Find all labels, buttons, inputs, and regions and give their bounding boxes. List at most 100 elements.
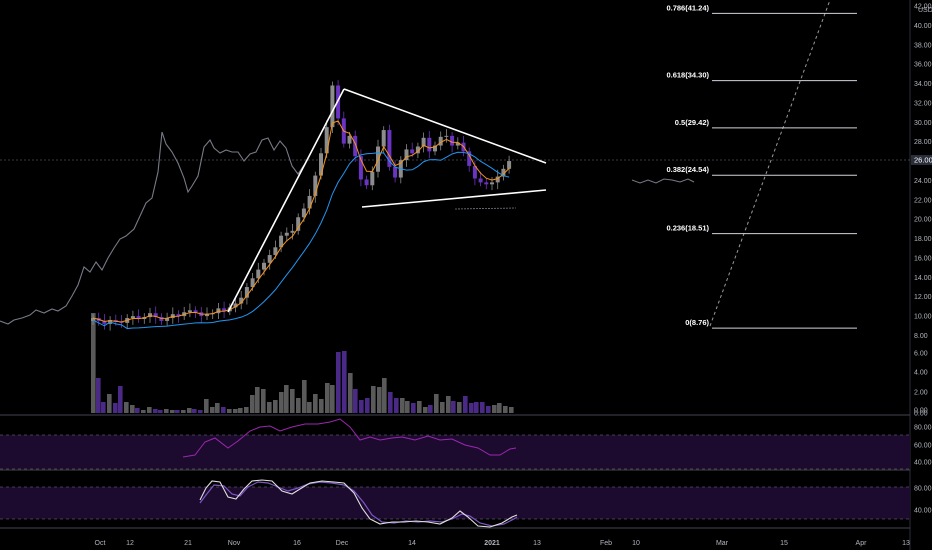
candle-body (284, 232, 289, 236)
fib-trend-dashed (709, 0, 831, 327)
volume-bar (457, 402, 462, 413)
volume-bar (330, 385, 335, 413)
volume-bar (198, 410, 203, 413)
volume-bar (434, 394, 439, 413)
time-tick-label: 10 (632, 540, 640, 547)
volume-bar (124, 402, 129, 413)
currency-label: USD (918, 7, 932, 14)
candle-body (501, 168, 506, 177)
candle-body (438, 136, 443, 146)
volume-bar (164, 409, 169, 413)
candle-body (490, 182, 494, 185)
rsi-line (182, 418, 517, 458)
candle-body (347, 135, 352, 144)
volume-bar (319, 399, 324, 413)
candle-body (313, 175, 318, 196)
comparison-series (0, 131, 305, 325)
stoch-d-line (199, 481, 518, 527)
time-tick-label: 16 (293, 540, 301, 547)
ma-short (92, 120, 510, 323)
candle-body (205, 314, 209, 317)
volume-bar (423, 407, 428, 413)
volume-bar (170, 410, 175, 413)
candle-body (91, 318, 95, 321)
volume-bar (118, 386, 123, 413)
time-tick-label: Mar (716, 540, 729, 547)
price-tick-label: 12.00 (914, 294, 932, 301)
stoch-tick-label: 40.00 (914, 508, 932, 515)
candle-body (256, 269, 261, 279)
price-tick-label: 32.00 (914, 100, 932, 107)
volume-bar (158, 410, 163, 413)
candle-body (370, 171, 375, 186)
stoch-band (0, 487, 910, 519)
candle-body (455, 142, 460, 146)
candle-body (159, 317, 164, 321)
volume-bar (388, 392, 393, 413)
time-axis[interactable]: Oct 12 21 Nov 16 Dec 14 2021 13 Feb 10 Mar 15 Apr 13 (95, 540, 910, 547)
candle-body (273, 247, 278, 256)
volume-bar (411, 403, 416, 413)
rsi-tick-label: 40.00 (914, 460, 932, 467)
candle-body (296, 217, 301, 231)
candle-body (301, 208, 306, 218)
candle-body (239, 297, 244, 304)
candle-body (176, 314, 181, 317)
candlesticks (91, 80, 512, 331)
volume-bar (302, 380, 307, 413)
candle-body (507, 161, 512, 169)
current-price-badge (911, 155, 932, 165)
volume-bar (497, 403, 502, 413)
volume-bar (255, 387, 260, 413)
candle-body (187, 310, 192, 313)
volume-bar (290, 389, 295, 413)
candle-body (495, 176, 500, 183)
price-tick-label: 40.00 (914, 23, 932, 30)
time-tick-label: Feb (600, 540, 612, 547)
volume-bar (221, 407, 226, 413)
price-tick-label: 30.00 (914, 120, 932, 127)
rsi-tick-label: 80.00 (914, 425, 932, 432)
fibonacci-retracement[interactable]: 0.786(41.24) 0.618(34.30) 0.5(29.42) 0.382(… (666, 3, 857, 329)
candle-body (415, 146, 420, 154)
price-tick-label: 34.00 (914, 81, 932, 88)
volume-tick-label: 6.00 (914, 351, 928, 358)
volume-bar (428, 405, 433, 413)
time-tick-label: 13 (902, 540, 910, 547)
candle-body (148, 313, 152, 318)
time-tick-label: 21 (184, 540, 192, 547)
candle-body (324, 127, 329, 154)
volume-bar (244, 407, 249, 413)
triangle-upper (343, 88, 547, 164)
candle-body (267, 255, 272, 263)
candle-body (387, 130, 392, 167)
volume-bar (296, 398, 301, 413)
price-tick-label: 28.00 (914, 139, 932, 146)
indicator-panels (0, 434, 910, 520)
time-tick-label: Oct (95, 540, 106, 547)
candle-body (353, 135, 358, 157)
volume-bar (325, 383, 330, 413)
volume-bar (313, 394, 318, 413)
rsi-tick-label: 60.00 (914, 443, 932, 450)
price-tick-label: 36.00 (914, 62, 932, 69)
candle-body (330, 85, 335, 128)
volume-bar (215, 403, 220, 413)
volume-bar (238, 408, 243, 413)
candle-body (165, 318, 170, 321)
candle-body (307, 195, 312, 209)
time-tick-label: 13 (533, 540, 541, 547)
price-tick-label: 0.00 (914, 411, 928, 418)
time-tick-label: 12 (126, 540, 134, 547)
candle-body (130, 316, 135, 319)
candle-body (484, 182, 489, 185)
fib-level-label: 0.382(24.54) (666, 165, 709, 174)
current-price-label: 26.00 (914, 156, 932, 165)
volume-bar (463, 396, 468, 413)
price-tick-label: 20.00 (914, 217, 932, 224)
drawings[interactable] (227, 0, 831, 327)
candle-body (233, 303, 238, 308)
time-tick-label: 15 (780, 540, 788, 547)
